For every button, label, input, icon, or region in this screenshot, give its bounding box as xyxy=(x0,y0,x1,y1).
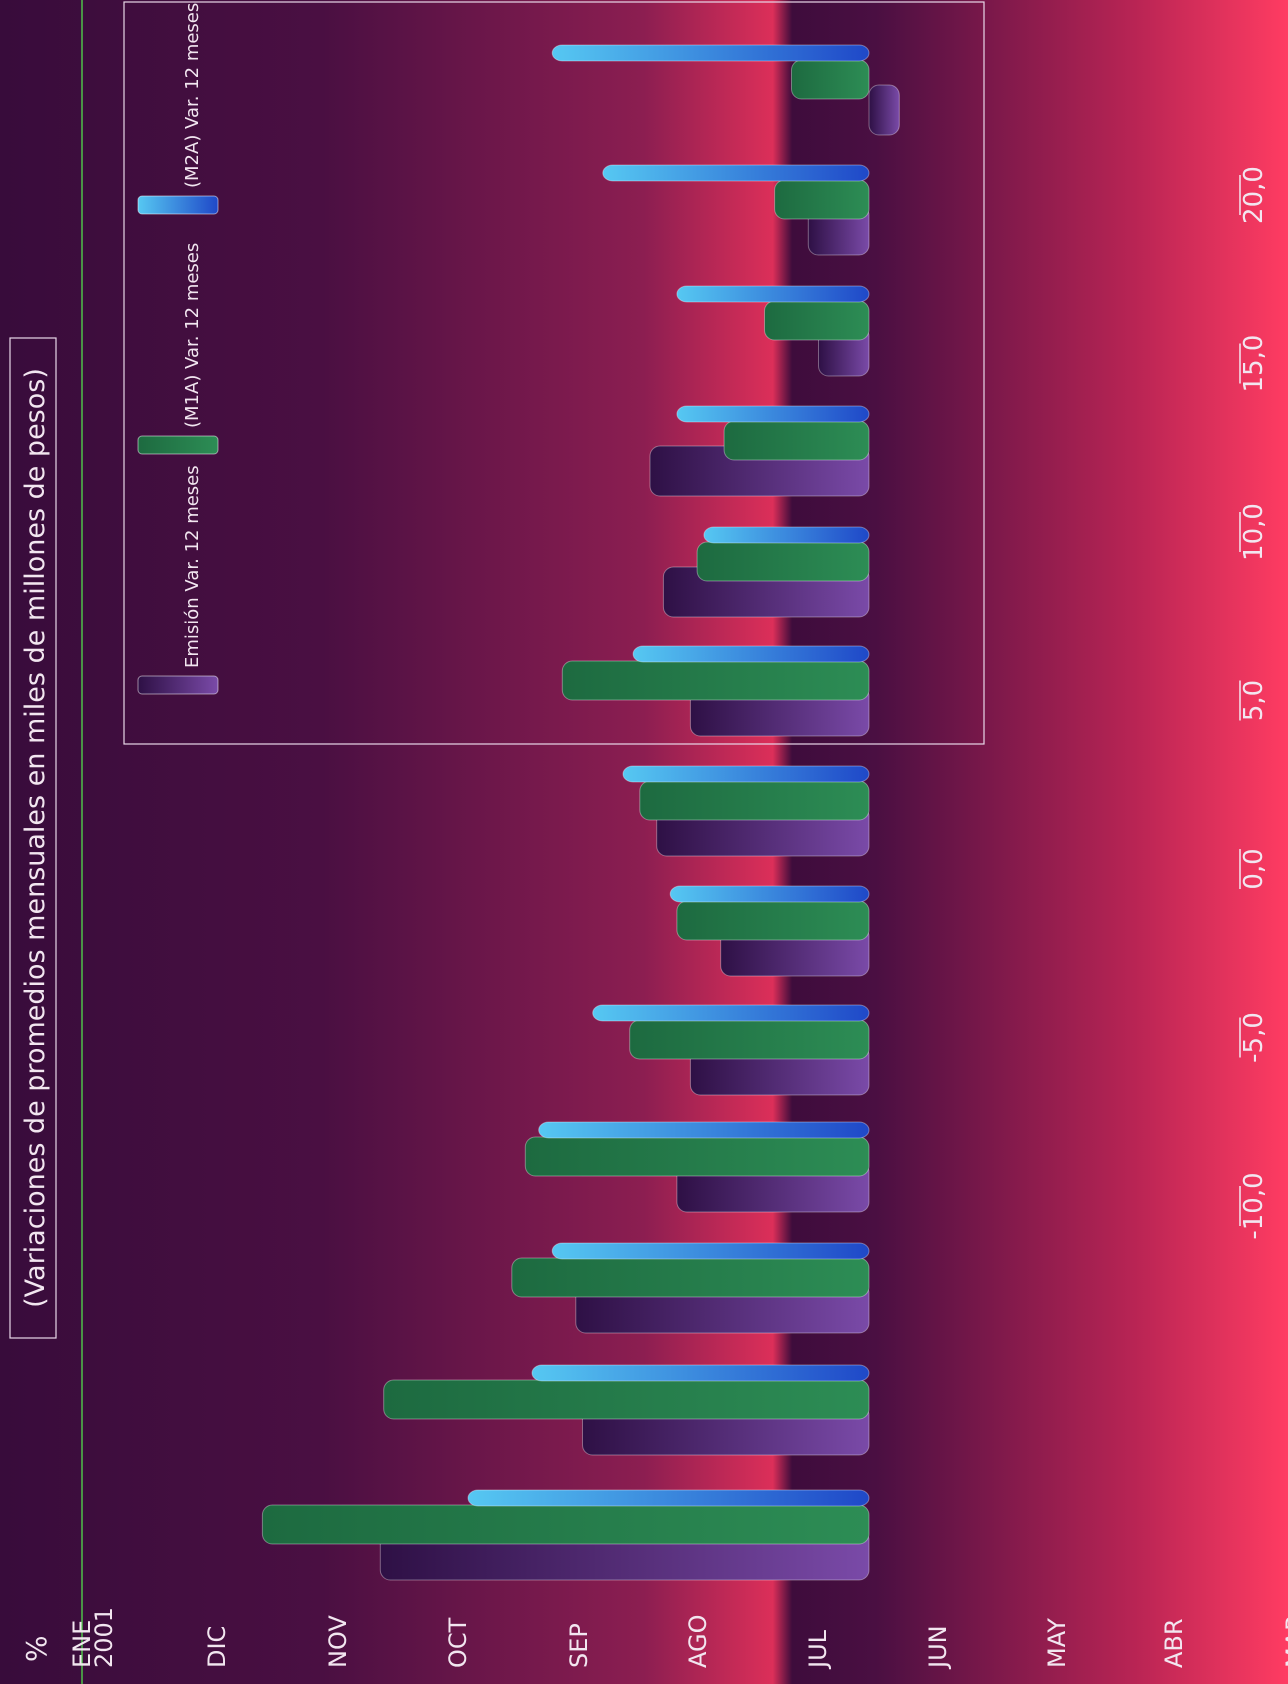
bar-m1a-9 xyxy=(723,420,870,461)
category-label-6: JUL xyxy=(804,1629,832,1670)
legend-label-1: (M1A) Var. 12 meses xyxy=(182,243,203,428)
ytick-label-2: 10,0 xyxy=(1239,503,1269,561)
legend-swatch-1 xyxy=(137,435,219,455)
bar-m1a-7 xyxy=(561,660,870,701)
ytick-label-4: 0,0 xyxy=(1239,848,1269,889)
category-label-8: SEP xyxy=(565,1623,593,1668)
bar-m1a-3 xyxy=(524,1136,870,1177)
bar-m1a-12 xyxy=(791,59,870,100)
category-label-2: MAR xyxy=(1281,1614,1288,1668)
category-label-12: ENE2001 xyxy=(68,1607,118,1668)
bar-m2a-12 xyxy=(551,44,870,62)
subtitle: (Variaciones de promedios mensuales en m… xyxy=(20,368,51,1308)
bar-m2a-5 xyxy=(669,885,870,903)
legend-swatch-2 xyxy=(137,195,219,215)
bar-m2a-7 xyxy=(632,645,870,663)
bar-m2a-11 xyxy=(602,164,870,182)
legend-swatch-0 xyxy=(137,675,219,695)
category-label-9: OCT xyxy=(444,1617,472,1668)
bar-m1a-4 xyxy=(629,1019,870,1060)
bar-m2a-1 xyxy=(531,1364,870,1382)
category-label-7: AGO xyxy=(684,1615,712,1668)
unit-label: % xyxy=(20,1635,53,1662)
bar-m2a-9 xyxy=(676,405,870,423)
bar-m1a-8 xyxy=(696,541,870,582)
ytick-label-6: -10,0 xyxy=(1239,1172,1269,1239)
bar-m2a-3 xyxy=(538,1121,870,1139)
bar-m2a-4 xyxy=(592,1004,870,1022)
category-label-4: MAY xyxy=(1043,1618,1071,1668)
bar-m2a-8 xyxy=(703,526,870,544)
bar-m1a-10 xyxy=(764,300,870,341)
bar-m1a-5 xyxy=(676,900,870,941)
bar-m1a-2 xyxy=(511,1257,870,1298)
bar-m1a-0 xyxy=(261,1504,870,1545)
bar-emision-12 xyxy=(868,84,900,136)
bar-m2a-2 xyxy=(551,1242,870,1260)
legend-label-2: (M2A) Var. 12 meses xyxy=(182,3,203,188)
ytick-label-1: 15,0 xyxy=(1239,335,1269,393)
ytick-label-3: 5,0 xyxy=(1239,680,1269,721)
legend-label-0: Emisión Var. 12 meses xyxy=(182,465,203,668)
bar-m1a-11 xyxy=(774,179,870,220)
bar-m2a-10 xyxy=(676,285,870,303)
category-label-3: ABR xyxy=(1160,1618,1188,1668)
category-label-11: DIC xyxy=(203,1626,231,1668)
bar-m1a-1 xyxy=(383,1379,870,1420)
bar-m2a-6 xyxy=(622,765,870,783)
category-label-5: JUN xyxy=(924,1625,952,1670)
category-label-10: NOV xyxy=(324,1615,352,1668)
bar-m1a-6 xyxy=(639,780,870,821)
subtitle-box xyxy=(9,337,57,1339)
legend-box xyxy=(123,1,985,745)
bar-m2a-0 xyxy=(467,1489,870,1507)
ytick-label-0: 20,0 xyxy=(1239,166,1269,224)
ytick-label-5: -5,0 xyxy=(1239,1012,1269,1063)
